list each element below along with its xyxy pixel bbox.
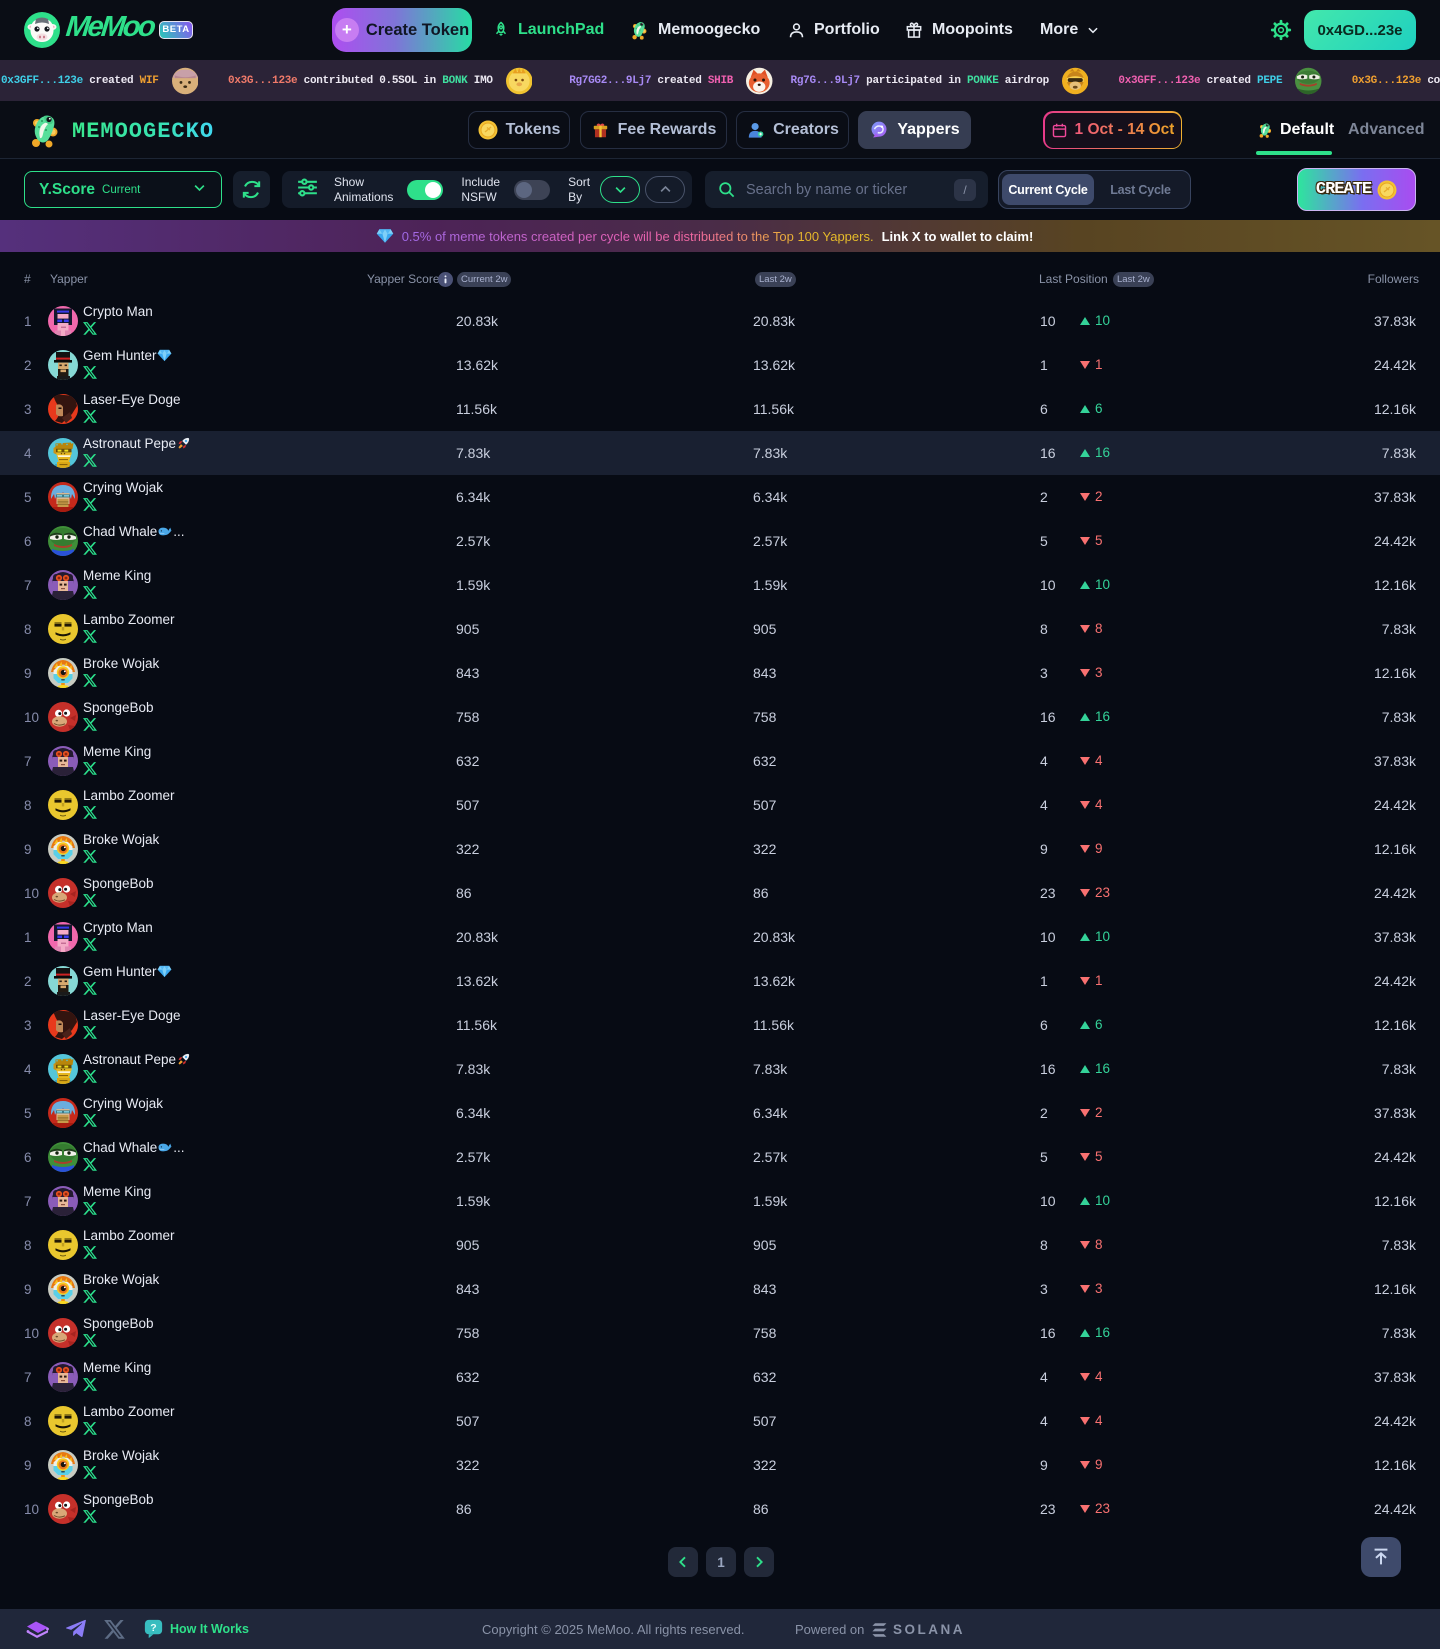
svg-text:?: ?: [150, 1622, 156, 1634]
